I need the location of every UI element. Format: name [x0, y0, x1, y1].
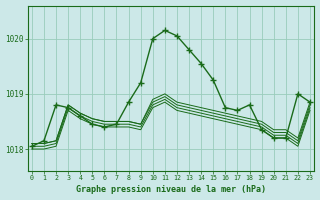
X-axis label: Graphe pression niveau de la mer (hPa): Graphe pression niveau de la mer (hPa): [76, 185, 266, 194]
